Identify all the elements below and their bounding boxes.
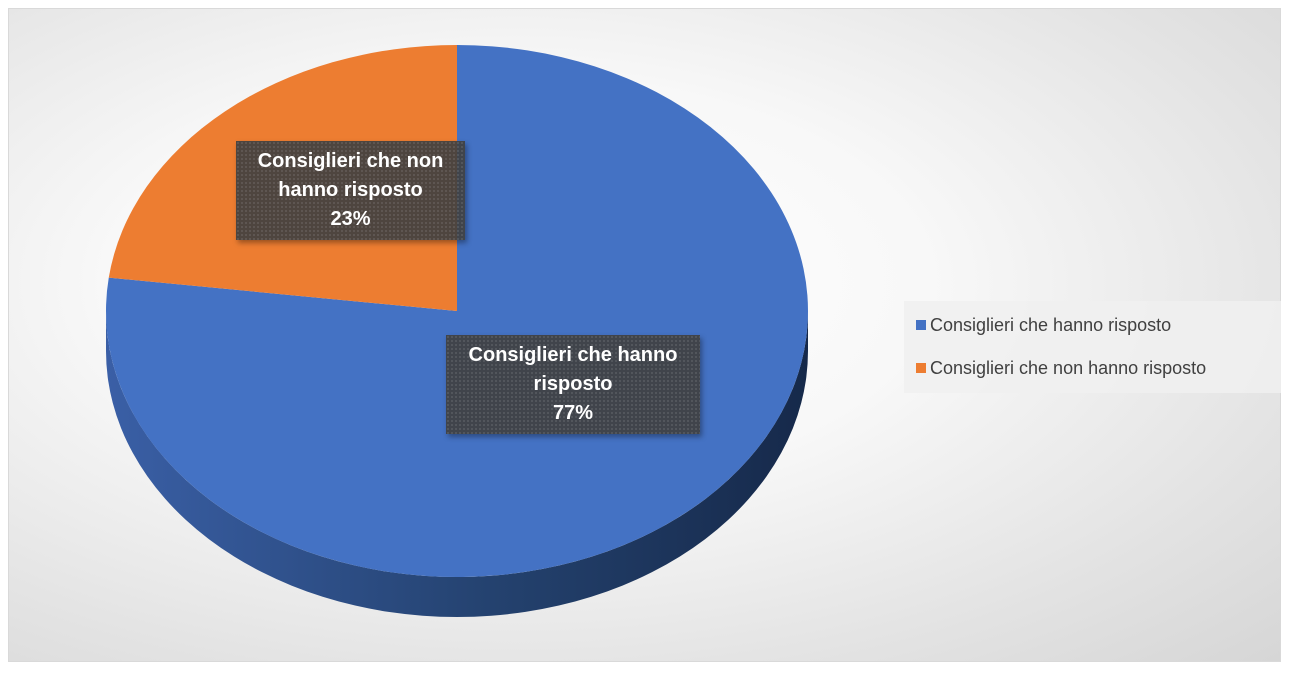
data-label-responded-line2: risposto xyxy=(533,373,613,395)
legend-swatch-not-responded xyxy=(916,363,926,373)
data-label-not-responded-pct: 23% xyxy=(330,208,371,230)
legend: Consiglieri che hanno risposto Consiglie… xyxy=(904,301,1281,393)
data-label-not-responded-line2: hanno risposto xyxy=(278,179,423,201)
legend-label-responded: Consiglieri che hanno risposto xyxy=(930,315,1172,335)
data-label-responded: Consiglieri che hanno risposto 77% xyxy=(446,335,700,434)
data-label-not-responded: Consiglieri che non hanno risposto 23% xyxy=(236,141,465,240)
data-label-not-responded-line1: Consiglieri che non xyxy=(257,150,444,172)
legend-item-responded: Consiglieri che hanno risposto xyxy=(916,315,1171,336)
data-label-responded-line1: Consiglieri che hanno xyxy=(468,344,678,366)
data-label-responded-pct: 77% xyxy=(552,402,594,424)
legend-item-not-responded: Consiglieri che non hanno risposto xyxy=(916,358,1206,379)
legend-label-not-responded: Consiglieri che non hanno risposto xyxy=(930,358,1207,378)
legend-swatch-responded xyxy=(916,320,926,330)
